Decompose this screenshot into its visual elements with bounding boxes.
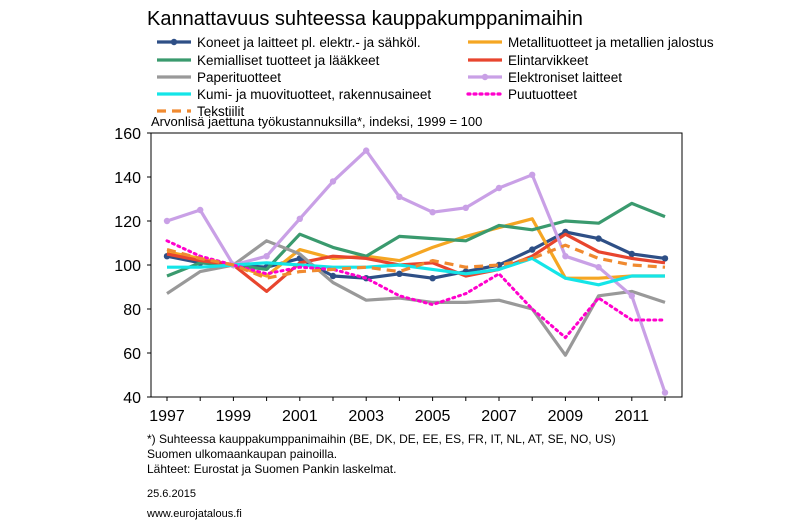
data-point-elektroniset-laitteet (163, 217, 171, 225)
x-tick-label: 2003 (348, 408, 384, 425)
data-point-elektroniset-laitteet (429, 209, 436, 216)
chart-title: Kannattavuus suhteessa kauppakumppanimai… (147, 8, 583, 30)
data-point-koneet-ja-laitteet-pl-elektr-ja-s-hk-l (429, 275, 436, 282)
y-tick-label: 140 (114, 170, 141, 187)
x-tick-label: 2001 (282, 408, 318, 425)
data-point-koneet-ja-laitteet-pl-elektr-ja-s-hk-l (661, 255, 669, 262)
data-point-elektroniset-laitteet (628, 292, 635, 299)
data-point-elektroniset-laitteet (296, 215, 303, 222)
data-point-koneet-ja-laitteet-pl-elektr-ja-s-hk-l (595, 235, 602, 242)
legend-label-koneet-ja-laitteet-pl-elektr-ja-s-hk-l: Koneet ja laitteet pl. elektr.- ja sähkö… (197, 35, 421, 50)
data-point-elektroniset-laitteet (329, 178, 337, 185)
legend-marker-koneet-ja-laitteet-pl-elektr-ja-s-hk-l (170, 38, 178, 46)
data-point-koneet-ja-laitteet-pl-elektr-ja-s-hk-l (329, 272, 337, 280)
data-point-elektroniset-laitteet (495, 184, 503, 192)
data-point-elektroniset-laitteet (595, 264, 602, 271)
data-point-elektroniset-laitteet (529, 171, 536, 178)
x-tick-label: 2005 (415, 408, 451, 425)
series-line-elintarvikkeet (166, 232, 666, 293)
footnote-countries: *) Suhteessa kauppakumppanimaihin (BE, D… (147, 432, 616, 446)
series-line-metallituotteet-ja-metallien-jalostus (166, 217, 665, 280)
data-point-koneet-ja-laitteet-pl-elektr-ja-s-hk-l (396, 270, 403, 277)
legend-label-elintarvikkeet: Elintarvikkeet (508, 53, 589, 68)
x-tick-label: 1997 (149, 408, 185, 425)
y-tick-label: 40 (123, 390, 141, 407)
data-point-koneet-ja-laitteet-pl-elektr-ja-s-hk-l (628, 250, 635, 258)
footnote-sources: Lähteet: Eurostat ja Suomen Pankin laske… (147, 462, 397, 476)
series-line-puutuotteet (165, 239, 667, 340)
data-point-elektroniset-laitteet (661, 389, 669, 396)
y-tick-label: 120 (114, 214, 141, 231)
legend-marker-elektroniset-laitteet (481, 73, 489, 81)
legend-label-metallituotteet-ja-metallien-jalostus: Metallituotteet ja metallien jalostus (508, 35, 714, 50)
x-tick-label: 2009 (548, 408, 584, 425)
legend: Koneet ja laitteet pl. elektr.- ja sähkö… (157, 35, 714, 119)
chart-subtitle: Arvonlisä jaettuna työkustannuksilla*, i… (151, 114, 482, 129)
y-tick-label: 100 (114, 258, 141, 275)
legend-label-kumi-ja-muovituotteet-rakennusaineet: Kumi- ja muovituotteet, rakennusaineet (197, 87, 431, 102)
data-point-elektroniset-laitteet (197, 206, 204, 214)
data-point-elektroniset-laitteet (263, 253, 270, 260)
series-line-paperituotteet (166, 239, 666, 357)
series-line-tekstiilit (166, 243, 666, 280)
x-tick-label: 1999 (216, 408, 252, 425)
legend-label-kemialliset-tuotteet-ja-l-kkeet: Kemialliset tuotteet ja lääkkeet (197, 53, 380, 68)
series-lines (163, 147, 669, 396)
publication-date: 25.6.2015 (147, 488, 196, 500)
series-line-kemialliset-tuotteet-ja-l-kkeet (166, 201, 666, 278)
data-point-elektroniset-laitteet (396, 193, 403, 200)
data-point-elektroniset-laitteet (363, 147, 370, 154)
data-point-elektroniset-laitteet (562, 253, 569, 260)
y-tick-label: 60 (123, 346, 141, 363)
footnote-weights: Suomen ulkomaankaupan painoilla. (147, 447, 338, 461)
x-tick-label: 2007 (481, 408, 517, 425)
y-axis: 40 60 80 100 120 140 160 (114, 126, 151, 407)
data-point-elektroniset-laitteet (462, 204, 469, 211)
series-line-elektroniset-laitteet (166, 149, 667, 394)
y-tick-label: 80 (123, 302, 141, 319)
x-axis: 1997 1999 2001 2003 2005 2007 2009 2011 (149, 397, 666, 425)
y-tick-label: 160 (114, 126, 141, 143)
series-line-kumi-ja-muovituotteet-rakennusaineet (167, 256, 665, 287)
x-tick-label: 2011 (615, 408, 650, 425)
legend-label-paperituotteet: Paperituotteet (197, 70, 281, 85)
legend-label-puutuotteet: Puutuotteet (508, 87, 577, 102)
data-point-koneet-ja-laitteet-pl-elektr-ja-s-hk-l (529, 246, 536, 253)
website-url: www.eurojatalous.fi (147, 508, 242, 520)
legend-label-tekstiilit: Tekstiilit (197, 104, 245, 119)
legend-label-elektroniset-laitteet: Elektroniset laitteet (508, 70, 622, 85)
